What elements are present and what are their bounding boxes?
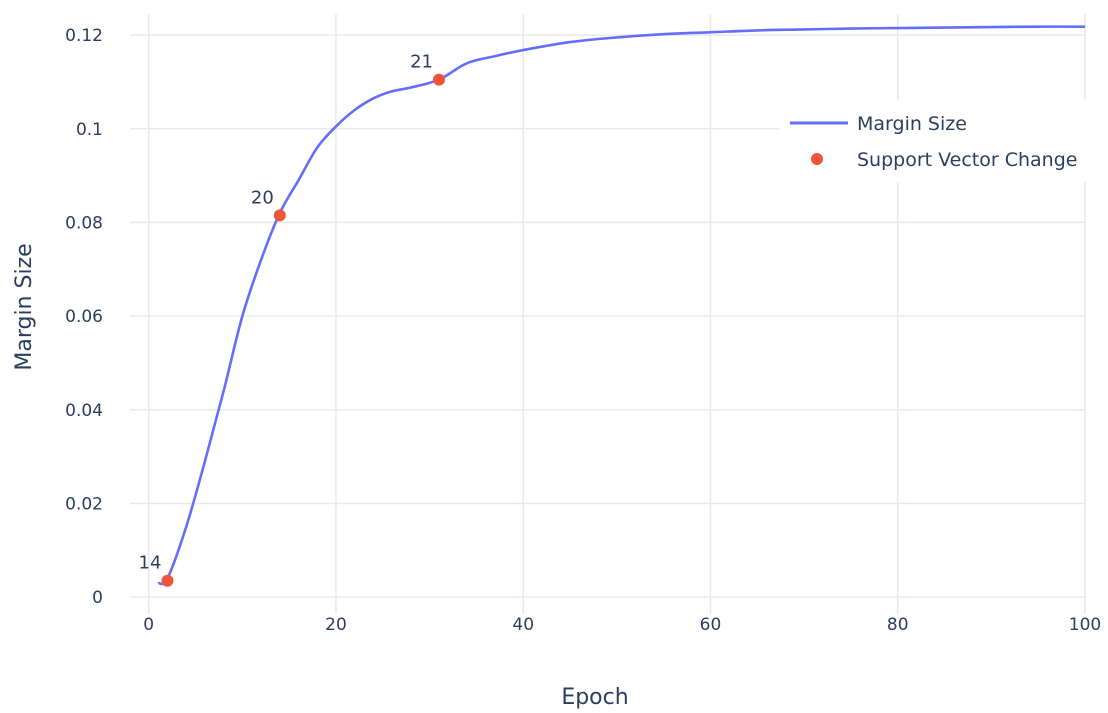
x-tick-label: 20	[325, 615, 347, 635]
y-tick-label: 0	[92, 588, 103, 608]
legend-item-support-vector-change[interactable]: Support Vector Change	[857, 149, 1077, 171]
point-label: 14	[139, 553, 162, 574]
y-tick-label: 0.02	[65, 494, 103, 514]
support-vector-change-point	[432, 73, 445, 86]
x-tick-label: 0	[143, 615, 154, 635]
y-tick-label: 0.08	[65, 213, 103, 233]
point-label: 20	[251, 187, 274, 208]
legend[interactable]: Margin Size Support Vector Change	[780, 100, 1108, 182]
legend-background	[780, 100, 1108, 182]
x-tick-label: 100	[1069, 615, 1101, 635]
y-tick-label: 0.1	[76, 120, 103, 140]
legend-item-margin-size[interactable]: Margin Size	[857, 113, 967, 135]
x-tick-label: 80	[887, 615, 909, 635]
y-axis-title: Margin Size	[12, 243, 37, 370]
y-tick-label: 0.06	[65, 307, 103, 327]
tick-labels: 0 20 40 60 80 100 0 0.02 0.04 0.06 0.08 0.1 0.12	[65, 26, 1101, 635]
x-axis-title: Epoch	[561, 685, 628, 710]
legend-marker-swatch	[811, 153, 823, 165]
support-vector-change-point	[273, 209, 286, 222]
support-vector-change-point	[161, 574, 174, 587]
grid	[130, 14, 1086, 614]
y-tick-label: 0.04	[65, 401, 103, 421]
annotations: 14 20 21	[139, 52, 433, 574]
series	[157, 25, 1086, 587]
point-label: 21	[410, 52, 433, 73]
x-tick-label: 40	[512, 615, 534, 635]
y-tick-label: 0.12	[65, 26, 103, 46]
x-tick-label: 60	[700, 615, 722, 635]
